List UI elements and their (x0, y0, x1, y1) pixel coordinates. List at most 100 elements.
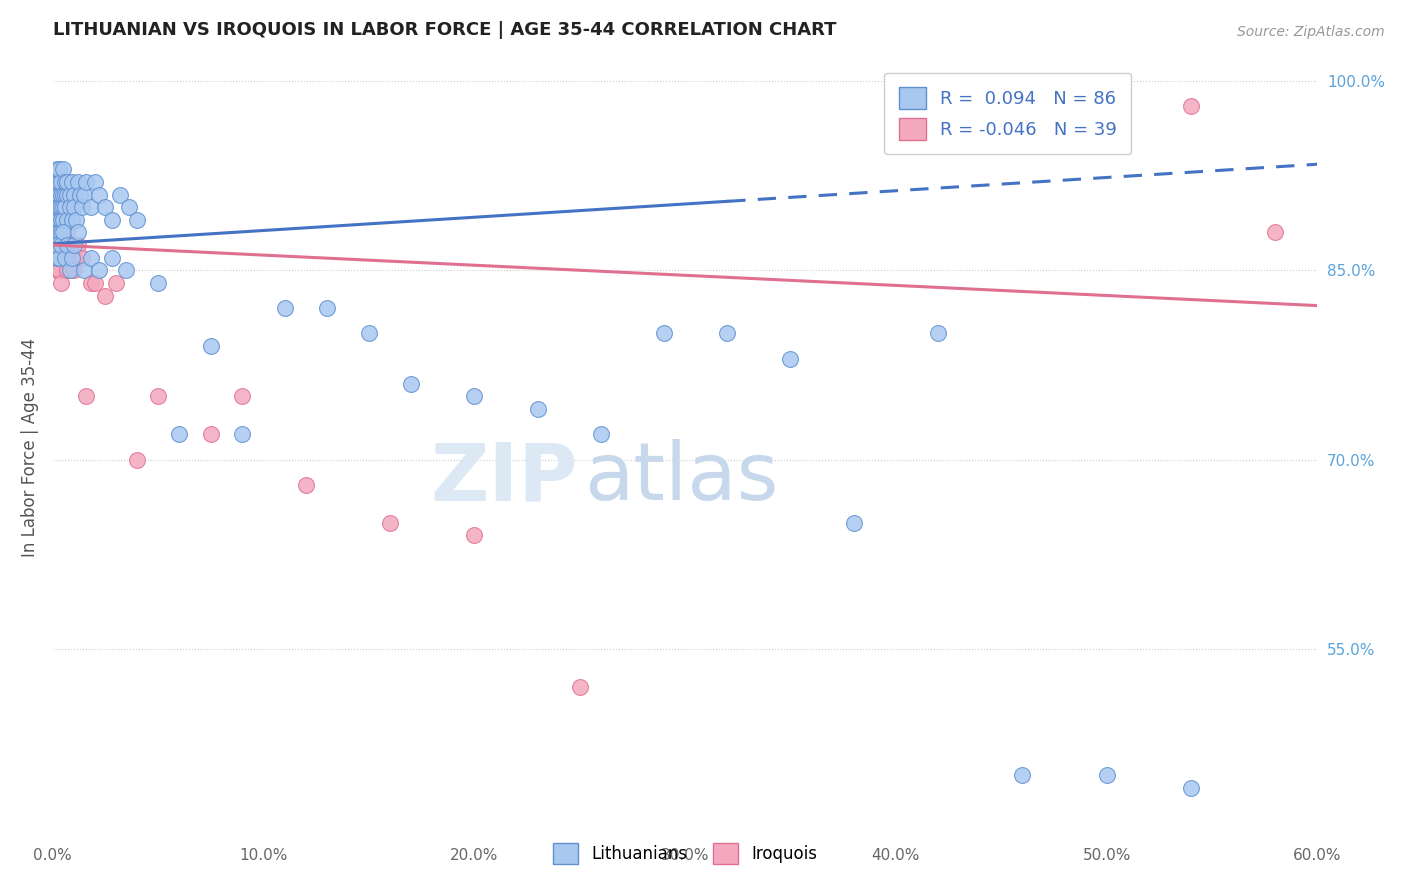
Point (45, 175, 67, 189)
Point (75, 175, 97, 189)
Point (44, 175, 66, 189)
Point (49, 238, 72, 252)
Text: atlas: atlas (583, 439, 779, 517)
Point (49, 251, 72, 265)
Point (167, 427, 190, 442)
Point (52, 251, 75, 265)
Point (56, 263, 79, 277)
Point (52, 200, 75, 214)
Point (53, 187, 76, 202)
Point (73, 187, 96, 202)
Point (49, 276, 72, 290)
Point (1011, 768, 1033, 782)
Point (83, 276, 105, 290)
Point (66, 226, 89, 240)
Point (125, 212, 148, 227)
Point (53, 238, 76, 252)
Point (60, 175, 83, 189)
Point (66, 175, 89, 189)
Point (62, 263, 84, 277)
Point (48, 200, 70, 214)
Y-axis label: In Labor Force | Age 35-44: In Labor Force | Age 35-44 (21, 337, 39, 557)
Point (44, 187, 66, 202)
Point (48, 162, 70, 177)
Point (652, 326, 675, 341)
Point (75, 389, 97, 403)
Point (53, 175, 76, 189)
Point (842, 516, 865, 530)
Point (48, 212, 70, 227)
Point (463, 389, 485, 403)
Point (1264, 226, 1286, 240)
Point (48, 263, 70, 277)
Point (49, 175, 72, 189)
Point (52, 238, 75, 252)
Point (58, 263, 80, 277)
Point (49, 187, 72, 202)
Point (58, 200, 80, 214)
Point (399, 376, 422, 391)
Point (52, 187, 75, 202)
Point (83, 175, 105, 189)
Point (45, 162, 67, 177)
Point (62, 238, 84, 252)
Point (200, 427, 222, 442)
Point (100, 251, 122, 265)
Point (44, 200, 66, 214)
Point (463, 528, 485, 542)
Point (60, 212, 83, 227)
Point (526, 402, 548, 417)
Point (45, 251, 67, 265)
Point (231, 389, 253, 403)
Point (60, 251, 83, 265)
Point (58, 187, 80, 202)
Point (117, 200, 139, 214)
Point (79, 251, 101, 265)
Point (378, 516, 401, 530)
Point (70, 251, 93, 265)
Point (1180, 780, 1202, 795)
Point (146, 389, 169, 403)
Text: ZIP: ZIP (430, 439, 578, 517)
Point (315, 301, 337, 315)
Point (73, 263, 96, 277)
Point (52, 162, 75, 177)
Point (716, 326, 738, 341)
Point (56, 187, 79, 202)
Point (48, 187, 70, 202)
Point (44, 238, 66, 252)
Point (273, 301, 295, 315)
Point (66, 238, 89, 252)
Point (779, 351, 801, 366)
Point (49, 226, 72, 240)
Point (94, 288, 117, 302)
Point (87, 187, 110, 202)
Point (568, 680, 591, 694)
Point (62, 187, 84, 202)
Point (1180, 99, 1202, 113)
Point (927, 326, 949, 341)
Point (56, 212, 79, 227)
Point (45, 226, 67, 240)
Point (44, 251, 66, 265)
Point (125, 452, 148, 467)
Point (357, 326, 380, 341)
Point (45, 263, 67, 277)
Point (52, 212, 75, 227)
Point (200, 339, 222, 353)
Point (69, 187, 91, 202)
Point (56, 226, 79, 240)
Point (49, 212, 72, 227)
Point (56, 238, 79, 252)
Point (94, 200, 117, 214)
Point (58, 238, 80, 252)
Point (87, 263, 110, 277)
Point (48, 251, 70, 265)
Point (60, 238, 83, 252)
Point (44, 212, 66, 227)
Point (45, 226, 67, 240)
Point (231, 427, 253, 442)
Text: LITHUANIAN VS IROQUOIS IN LABOR FORCE | AGE 35-44 CORRELATION CHART: LITHUANIAN VS IROQUOIS IN LABOR FORCE | … (52, 21, 837, 39)
Point (1095, 768, 1118, 782)
Point (104, 276, 127, 290)
